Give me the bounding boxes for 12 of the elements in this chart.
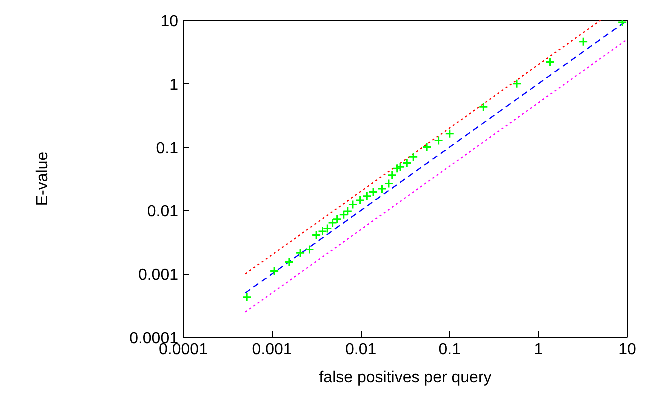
x-tick-label: 1 <box>534 342 544 358</box>
y-tick-label: 0.1 <box>156 140 179 158</box>
x-tick-label: 0.01 <box>346 342 377 358</box>
y-tick-label: 10 <box>160 14 179 30</box>
x-axis-title: false positives per query <box>319 370 492 386</box>
y-tick-label: 1 <box>170 76 179 94</box>
x-tick-label: 0.001 <box>252 342 292 358</box>
y-axis-title: E-value <box>34 152 52 206</box>
x-tick-label: 10 <box>618 342 636 358</box>
x-tick-label: 0.1 <box>438 342 462 358</box>
y-tick-label: 0.001 <box>138 267 179 284</box>
y-tick-label: 0.01 <box>147 204 179 221</box>
